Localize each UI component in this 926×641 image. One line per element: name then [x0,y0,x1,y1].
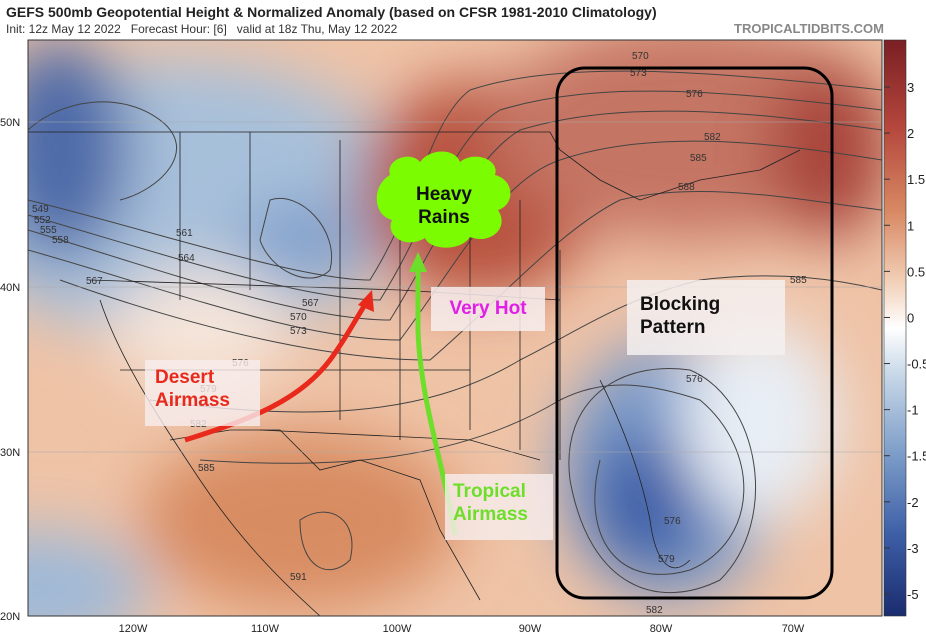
colorbar-ticks: 3 2 1.5 1 0.5 0 -0.5 -1 -1.5 -2 -3 -5 [884,80,926,602]
desert-label: Desert Airmass [155,367,230,411]
contour-label: 576 [686,89,703,100]
blocking-outline [555,66,834,600]
contour-label: 588 [678,182,695,193]
contour-label: 558 [52,235,69,246]
contour-label: 570 [290,312,307,323]
colorbar-label: 1.5 [907,172,925,187]
lat-label: 20N [0,611,20,623]
contour-labels: 549 552 555 558 561 564 567 567 570 573 … [32,51,807,616]
blocking-label: Blocking Pattern [640,294,720,338]
lat-labels: 50N 40N 30N 20N [0,117,20,623]
subtitle: Init: 12z May 12 2022 Forecast Hour: [6]… [6,22,398,36]
title: GEFS 500mb Geopotential Height & Normali… [6,4,657,20]
colorbar-label: -1.5 [907,449,926,464]
lon-label: 120W [119,623,148,635]
contour-label: 585 [790,275,807,286]
contour-label: 564 [178,253,195,264]
colorbar-label: 2 [907,126,914,141]
contour-label: 549 [32,204,49,215]
map-field [28,40,882,616]
colorbar-label: -3 [907,541,919,556]
lat-label: 30N [0,447,20,459]
tropical-box [445,474,553,540]
contour-label: 567 [302,298,319,309]
very-hot-box [431,287,545,331]
lon-label: 70W [782,623,805,635]
contour-label: 585 [198,463,215,474]
contour-label: 552 [34,215,51,226]
contour-label: 582 [646,605,663,616]
contour-label: 561 [176,228,193,239]
lon-labels: 120W 110W 100W 90W 80W 70W [119,623,805,635]
desert-arrow-head [358,290,374,312]
contour-label: 555 [40,225,57,236]
contour-label: 576 [664,516,681,527]
lon-label: 100W [383,623,412,635]
heavy-rains-cloud [376,151,511,248]
contour-label: 582 [704,132,721,143]
colorbar-label: -2 [907,495,919,510]
contour-label: 567 [86,276,103,287]
colorbar-label: 1 [907,218,914,233]
blocking-box [627,280,785,355]
contour-label: 573 [290,326,307,337]
colorbar-label: -5 [907,587,919,602]
contour-label: 573 [630,68,647,79]
map-frame [27,39,883,617]
lon-label: 90W [519,623,542,635]
desert-box [145,360,260,426]
colorbar-label: 0.5 [907,264,925,279]
lon-label: 80W [650,623,673,635]
colorbar-label: -1 [907,403,919,418]
heavy-rains-label: Heavy Rains [416,184,472,228]
source: TROPICALTIDBITS.COM [734,21,884,36]
contour-label: 585 [690,153,707,164]
contour-label: 591 [290,572,307,583]
lat-label: 40N [0,282,20,294]
tropical-arrow-head [409,252,427,272]
contour-label: 576 [686,374,703,385]
contour-label: 570 [632,51,649,62]
lat-label: 50N [0,117,20,129]
colorbar-label: 0 [907,310,914,325]
borders [28,131,801,616]
colorbar-label: 3 [907,80,914,95]
contour-label: 579 [658,554,675,565]
colorbar [883,39,907,617]
colorbar-label: -0.5 [907,357,926,372]
tropical-label: Tropical Airmass [453,481,528,525]
very-hot-label: Very Hot [449,298,527,319]
lon-label: 110W [251,623,280,635]
